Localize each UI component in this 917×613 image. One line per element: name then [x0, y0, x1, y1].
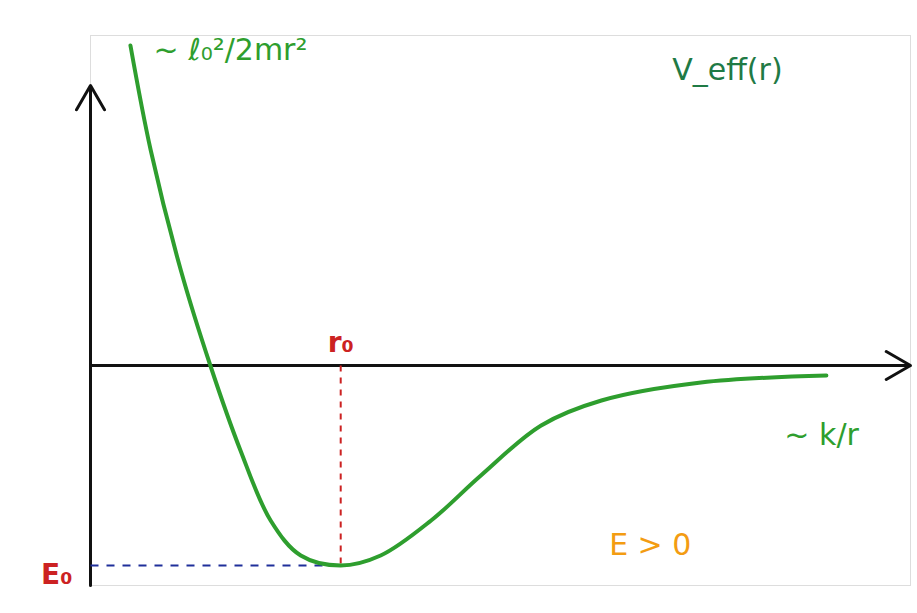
svg-text:E₀: E₀: [41, 558, 72, 591]
svg-text:~ k/r: ~ k/r: [784, 417, 859, 452]
svg-text:E > 0: E > 0: [609, 527, 691, 562]
svg-text:V_eff(r): V_eff(r): [672, 52, 782, 87]
svg-text:r₀: r₀: [328, 326, 354, 359]
svg-text:~ ℓ₀²/2mr²: ~ ℓ₀²/2mr²: [154, 32, 308, 67]
